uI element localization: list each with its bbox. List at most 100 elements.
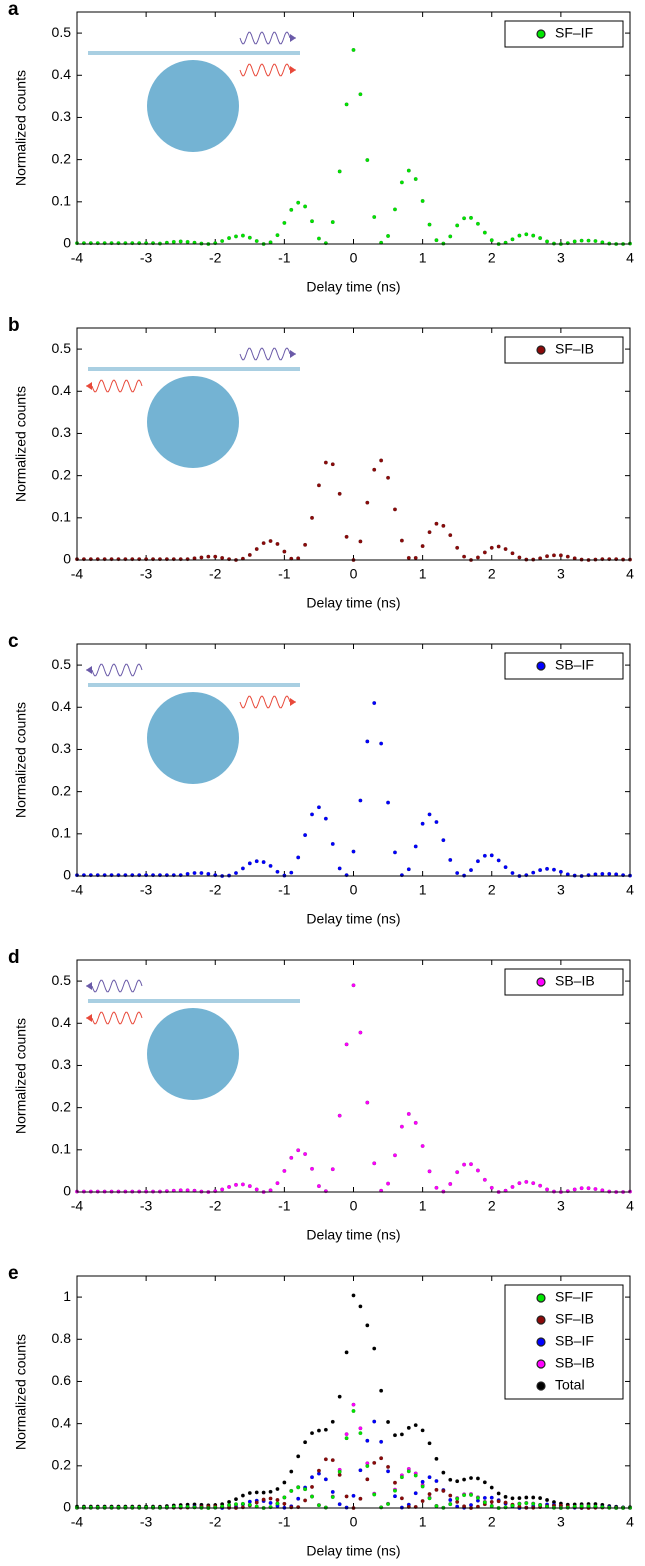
data-point xyxy=(192,1505,197,1510)
data-point xyxy=(469,215,474,220)
data-point xyxy=(510,1184,515,1189)
legend-box xyxy=(504,968,624,996)
data-point xyxy=(413,1473,418,1478)
x-tick-label: -4 xyxy=(71,250,84,266)
data-point xyxy=(247,1491,252,1496)
data-point xyxy=(434,521,439,526)
data-point xyxy=(427,1496,432,1501)
legend-label: SB–IB xyxy=(555,973,595,989)
x-tick-label: 1 xyxy=(419,1198,427,1214)
data-point xyxy=(427,222,432,227)
x-tick-label: 4 xyxy=(626,250,634,266)
data-point xyxy=(517,1496,522,1501)
data-point xyxy=(406,555,411,560)
data-point xyxy=(510,551,515,556)
x-tick-label: -4 xyxy=(71,1198,84,1214)
panel-letter: b xyxy=(8,315,20,336)
plot-frame xyxy=(76,643,631,877)
resonator xyxy=(147,692,239,784)
data-point xyxy=(261,1490,266,1495)
y-tick-label: 0 xyxy=(63,235,71,251)
data-point xyxy=(247,235,252,240)
data-point xyxy=(310,1484,315,1489)
data-point xyxy=(303,1498,308,1503)
data-point xyxy=(296,200,301,205)
x-tick-label: 2 xyxy=(488,1198,496,1214)
data-point xyxy=(482,550,487,555)
data-point xyxy=(413,844,418,849)
data-point xyxy=(524,1501,529,1506)
data-point xyxy=(358,1426,363,1431)
data-point xyxy=(282,1480,287,1485)
data-point xyxy=(233,871,238,876)
y-tick-label: 1 xyxy=(63,1288,71,1304)
data-point xyxy=(351,1293,356,1298)
x-tick-label: -4 xyxy=(71,566,84,582)
data-point xyxy=(489,238,494,243)
x-tick-label: -2 xyxy=(209,882,222,898)
legend-marker xyxy=(536,1337,546,1347)
data-point xyxy=(289,870,294,875)
data-point xyxy=(351,1493,356,1498)
data-point xyxy=(434,1456,439,1461)
data-point xyxy=(296,855,301,860)
data-point xyxy=(503,547,508,552)
panel-letter: c xyxy=(8,631,19,652)
panel-letter: e xyxy=(8,1263,19,1284)
data-point xyxy=(254,239,259,244)
data-point xyxy=(379,1505,384,1510)
x-tick-label: -3 xyxy=(140,250,153,266)
x-tick-label: -1 xyxy=(278,1514,291,1530)
data-point xyxy=(448,234,453,239)
x-tick-label: 2 xyxy=(488,566,496,582)
data-point xyxy=(275,869,280,874)
data-point xyxy=(192,871,197,876)
data-point xyxy=(448,1477,453,1482)
data-point xyxy=(344,1042,349,1047)
data-point xyxy=(268,1489,273,1494)
legend-marker xyxy=(536,977,546,987)
x-tick-label: -1 xyxy=(278,1198,291,1214)
data-point xyxy=(358,92,363,97)
x-axis-label: Delay time (ns) xyxy=(306,911,400,927)
data-point xyxy=(475,555,480,560)
data-point xyxy=(392,507,397,512)
data-point xyxy=(254,1500,259,1505)
data-point xyxy=(372,1161,377,1166)
data-point xyxy=(420,1428,425,1433)
data-point xyxy=(579,1186,584,1191)
data-point xyxy=(496,858,501,863)
data-point xyxy=(289,207,294,212)
data-point xyxy=(413,555,418,560)
data-point xyxy=(282,220,287,225)
x-tick-label: 0 xyxy=(350,1198,358,1214)
data-point xyxy=(220,555,225,560)
plot-frame xyxy=(76,959,631,1193)
data-point xyxy=(406,1425,411,1430)
data-point xyxy=(372,1419,377,1424)
data-point xyxy=(427,1492,432,1497)
data-point xyxy=(316,1503,321,1508)
legend-label: SB–IB xyxy=(555,1355,595,1371)
y-tick-label: 0.5 xyxy=(52,340,72,356)
data-point xyxy=(475,1495,480,1500)
legend-label: SF–IB xyxy=(555,1311,594,1327)
data-point xyxy=(448,1502,453,1507)
data-point xyxy=(386,800,391,805)
x-axis-label: Delay time (ns) xyxy=(306,1227,400,1243)
data-point xyxy=(282,1168,287,1173)
x-tick-label: 2 xyxy=(488,882,496,898)
data-point xyxy=(545,554,550,559)
data-point xyxy=(538,1496,543,1501)
legend-box xyxy=(504,1284,624,1400)
data-point xyxy=(496,1491,501,1496)
data-point xyxy=(233,1182,238,1187)
data-point xyxy=(316,1468,321,1473)
data-point xyxy=(399,1124,404,1129)
data-point xyxy=(469,1162,474,1167)
data-point xyxy=(593,239,598,244)
y-tick-label: 0.1 xyxy=(52,509,72,525)
data-point xyxy=(289,1155,294,1160)
data-point xyxy=(462,216,467,221)
y-tick-label: 0.1 xyxy=(52,825,72,841)
